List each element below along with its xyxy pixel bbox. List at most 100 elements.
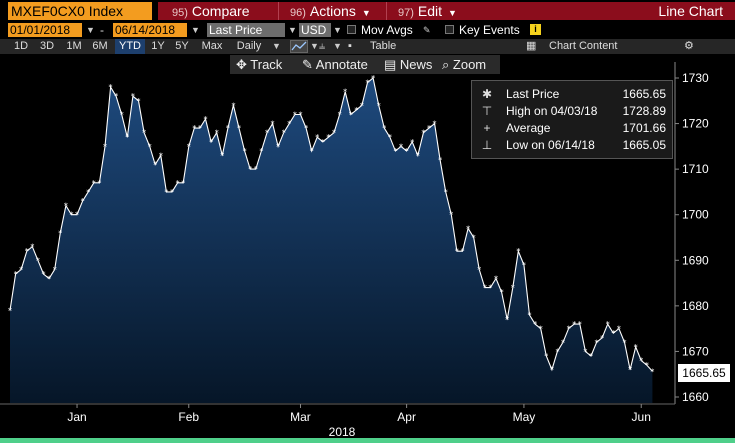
data-point-marker: * [97, 179, 101, 188]
price-chart[interactable]: ************ **** ************* ** *** ******… [0, 55, 735, 438]
y-tick-label: 1710 [682, 162, 709, 176]
settings-gear-icon[interactable]: ⚙ [684, 40, 694, 52]
mov-avgs-edit-icon[interactable]: ✎ [423, 25, 431, 35]
price-field-dropdown-icon[interactable]: ▼ [288, 25, 297, 35]
range-5y[interactable]: 5Y [175, 40, 189, 52]
info-icon[interactable]: i [530, 24, 541, 35]
data-point-marker: * [187, 142, 191, 151]
data-point-marker: * [192, 124, 196, 133]
data-point-marker: * [271, 120, 275, 129]
data-point-marker: * [81, 197, 85, 206]
track-button[interactable]: ✥ Track [236, 55, 282, 74]
data-point-marker: * [600, 334, 604, 343]
data-point-marker: * [92, 179, 96, 188]
table-label[interactable]: Table [370, 40, 397, 52]
chart-content-label[interactable]: Chart Content [549, 40, 618, 52]
bar-style-icon[interactable]: ⫨ [319, 40, 326, 52]
bar-style-dropdown-icon[interactable]: ▼ [333, 41, 342, 51]
period-dropdown-icon[interactable]: ▼ [272, 41, 281, 51]
x-tick-label: May [513, 410, 536, 424]
zoom-button[interactable]: ⌕ Zoom [442, 55, 486, 74]
ticker-field[interactable]: MXEF0CX0 Index [8, 2, 152, 20]
news-label: News [399, 57, 433, 72]
data-point-marker: * [371, 74, 375, 83]
data-point-marker: * [393, 147, 397, 156]
data-point-marker: * [639, 357, 643, 366]
table-checkbox-icon[interactable]: ▪ [348, 40, 352, 52]
news-button[interactable]: ▤ News [384, 55, 432, 74]
chart-content-icon[interactable]: ▦ [526, 40, 537, 52]
data-point-marker: * [25, 247, 29, 256]
price-series-line [9, 76, 653, 372]
data-point-marker: * [511, 284, 515, 293]
data-point-marker: * [444, 188, 448, 197]
x-axis: Jan Feb Mar Apr May Jun 2018 [0, 403, 675, 438]
annotate-button[interactable]: ✎ Annotate [302, 55, 368, 74]
currency-dropdown-icon[interactable]: ▼ [333, 25, 342, 35]
data-point-marker: * [36, 256, 40, 265]
currency-select[interactable]: USD [299, 23, 331, 37]
range-3d[interactable]: 3D [39, 40, 55, 52]
chart-legend[interactable]: ✱ Last Price 1665.65 ⊤ High on 04/03/18 … [471, 80, 673, 159]
data-point-marker: * [326, 133, 330, 142]
data-point-marker: * [360, 101, 364, 110]
data-point-marker: * [58, 229, 62, 238]
actions-label: Actions [309, 3, 356, 19]
low-marker-icon: ⊥ [481, 138, 493, 152]
data-point-marker: * [399, 142, 403, 151]
x-axis-year-label: 2018 [329, 425, 356, 438]
compare-shortcut: 95) [172, 7, 188, 19]
range-ytd[interactable]: YTD [115, 39, 145, 54]
data-point-marker: * [583, 347, 587, 356]
data-point-marker: * [265, 129, 269, 138]
x-tick-label: Mar [290, 410, 311, 424]
range-6m[interactable]: 6M [92, 40, 108, 52]
range-1y[interactable]: 1Y [151, 40, 165, 52]
data-point-marker: * [567, 325, 571, 334]
data-point-marker: * [298, 110, 302, 119]
y-tick-label: 1700 [682, 208, 709, 222]
y-tick-label: 1730 [682, 71, 709, 85]
annotate-icon: ✎ [302, 57, 316, 72]
key-events-checkbox[interactable] [445, 25, 454, 34]
data-point-marker: * [561, 338, 565, 347]
price-field-select[interactable]: Last Price [207, 23, 285, 37]
line-style-icon[interactable] [290, 40, 308, 53]
data-point-marker: * [259, 147, 263, 156]
chart-plot-area: ************ **** ************* ** *** ******… [8, 74, 654, 403]
compare-label: Compare [191, 3, 250, 19]
edit-menu[interactable]: 97) Edit ▼ [398, 2, 457, 20]
data-point-marker: * [209, 138, 213, 147]
actions-menu[interactable]: 96) Actions ▼ [290, 2, 371, 20]
data-point-marker: * [198, 124, 202, 133]
start-date-dropdown-icon[interactable]: ▼ [86, 25, 95, 35]
legend-label: Average [506, 121, 551, 135]
data-point-marker: * [427, 124, 431, 133]
end-date-field[interactable]: 06/14/2018 [113, 23, 187, 37]
data-point-marker: * [539, 325, 543, 334]
data-point-marker: * [494, 275, 498, 284]
data-point-marker: * [75, 211, 79, 220]
range-1m[interactable]: 1M [66, 40, 82, 52]
edit-shortcut: 97) [398, 7, 414, 19]
compare-menu[interactable]: 95) Compare [172, 2, 250, 20]
end-date-dropdown-icon[interactable]: ▼ [191, 25, 200, 35]
range-max[interactable]: Max [201, 40, 223, 52]
chart-type-label[interactable]: Line Chart [658, 3, 723, 19]
start-date-field[interactable]: 01/01/2018 [8, 23, 82, 37]
data-point-marker: * [460, 247, 464, 256]
period-select[interactable]: Daily [236, 40, 262, 52]
mov-avgs-checkbox[interactable] [347, 25, 356, 34]
y-tick-label: 1680 [682, 299, 709, 313]
status-strip [0, 438, 735, 443]
data-point-marker: * [53, 265, 57, 274]
data-point-marker: * [522, 261, 526, 270]
key-events-label: Key Events [459, 23, 520, 37]
data-point-marker: * [42, 270, 46, 279]
data-point-marker: * [226, 124, 230, 133]
range-1d[interactable]: 1D [13, 40, 29, 52]
data-point-marker: * [47, 275, 51, 284]
line-style-dropdown-icon[interactable]: ▼ [310, 41, 319, 51]
high-marker-icon: ⊤ [481, 104, 493, 118]
data-point-marker: * [14, 270, 18, 279]
